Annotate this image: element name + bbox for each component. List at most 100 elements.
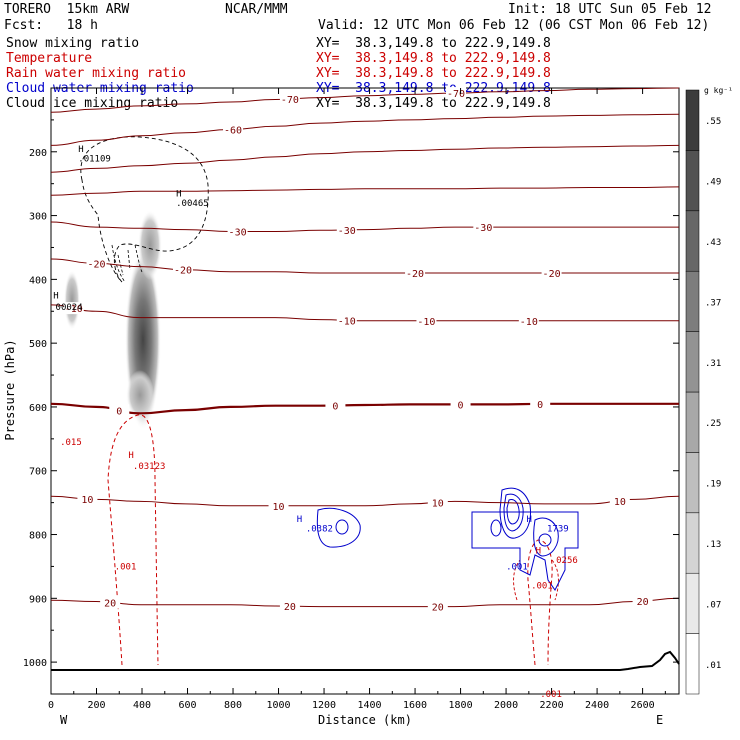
temperature-label-bg: [632, 594, 653, 607]
temperature-contour: [50, 144, 680, 173]
snow-column-left: [64, 270, 80, 330]
temperature-label: -20: [87, 259, 105, 270]
temperature-contour: [50, 597, 680, 608]
colorbar-swatch: [685, 633, 700, 695]
x-tick-label: 2400: [585, 700, 609, 711]
x-tick-label: 600: [178, 700, 196, 711]
max-label: H: [128, 451, 133, 461]
temperature-label-bg: [77, 492, 98, 505]
max-label: H: [527, 515, 532, 525]
max-label: H: [297, 515, 302, 525]
colorbar-label: .07: [705, 600, 721, 610]
temperature-label: -10: [338, 316, 356, 327]
west-label: W: [60, 713, 68, 727]
temperature-contours: [50, 87, 680, 608]
x-tick-label: 1400: [358, 700, 382, 711]
temperature-contour: [50, 304, 679, 322]
temperature-label: -70: [447, 89, 465, 100]
colorbar-swatch: [685, 512, 700, 574]
y-tick-label: 400: [29, 275, 47, 286]
valid-time: Valid: 12 UTC Mon 06 Feb 12 (06 CST Mon …: [318, 18, 710, 33]
temperature-label-bg: [336, 314, 357, 327]
colorbar: .01 .07 .13 .19 .25 .31 .37 .43 .49 .55: [685, 89, 721, 695]
colorbar-label: .43: [705, 238, 721, 248]
cloud-water-east-4: [533, 517, 559, 557]
cloud-water-east-1: [499, 487, 531, 539]
x-tick-label: 800: [224, 700, 242, 711]
max-label: .001: [531, 582, 553, 592]
temperature-label-bg: [416, 314, 437, 327]
temperature-label: 20: [637, 597, 649, 608]
temperature-label-bg: [609, 494, 630, 507]
temperature-label: 20: [432, 603, 444, 614]
temperature-label-bg: [223, 123, 244, 136]
cloud-water-east-6: [538, 533, 552, 547]
cloud-ice-contour-small: [111, 244, 143, 283]
colorbar-label: .13: [705, 540, 721, 550]
max-label: .001: [540, 690, 562, 700]
temperature-label-bg: [427, 496, 448, 509]
colorbar-label: .49: [705, 178, 721, 188]
colorbar-swatch: [685, 89, 700, 151]
temperature-label: 10: [81, 495, 93, 506]
snow-column-lower: [126, 370, 154, 420]
x-tick-label: 2200: [540, 700, 564, 711]
x-tick-label: 1000: [266, 700, 290, 711]
temperature-label: -20: [174, 266, 192, 277]
snow-column-upper: [138, 210, 162, 280]
snow-shading: [64, 210, 162, 430]
y-axis-label: Pressure (hPa): [3, 339, 17, 440]
colorbar-label: .01: [705, 661, 721, 671]
max-label: 00024: [56, 303, 83, 313]
cloud-water-mid: [316, 507, 361, 548]
temperature-contour: [50, 113, 680, 146]
cloud-water-mid-inner: [335, 519, 349, 535]
max-label: .01109: [78, 154, 111, 164]
colorbar-unit: g kg⁻¹: [704, 86, 733, 95]
terrain-surface: [51, 650, 680, 671]
temperature-label: -20: [406, 269, 424, 280]
temperature-label: -10: [65, 304, 83, 315]
temperature-label: 20: [104, 599, 116, 610]
temperature-contour: [50, 402, 679, 415]
colorbar-swatch: [685, 391, 700, 453]
xy-cloud-ice: XY= 38.3,149.8 to 222.9,149.8: [316, 96, 551, 111]
max-label: H: [78, 145, 83, 155]
y-tick-label: 500: [29, 339, 47, 350]
temperature-label-bg: [405, 266, 426, 279]
colorbar-label: .55: [705, 117, 721, 127]
temperature-label-bg: [86, 257, 107, 270]
max-label: .015: [60, 438, 82, 448]
temperature-label-bg: [172, 263, 193, 276]
model-title: TORERO 15km ARW: [4, 2, 130, 17]
x-tick-label: 1600: [403, 700, 427, 711]
colorbar-swatch: [685, 452, 700, 514]
cloud-water-contours: [316, 487, 579, 591]
y-tick-label: 1000: [23, 658, 47, 669]
temperature-label: 0: [537, 400, 543, 411]
max-labels: H.01109H.00465H00024H.03123.015.001H.038…: [53, 145, 578, 700]
colorbar-swatch: [685, 150, 700, 212]
temperature-label-bg: [473, 221, 494, 234]
temperature-label: -70: [281, 95, 299, 106]
colorbar-swatch: [685, 210, 700, 272]
max-label: .00465: [176, 199, 209, 209]
temperature-label: 20: [284, 602, 296, 613]
x-tick-label: 1200: [312, 700, 336, 711]
temperature-contour: [50, 87, 680, 113]
temperature-contour: [50, 221, 679, 232]
temperature-contour: [50, 258, 679, 274]
temperature-label-bg: [325, 399, 346, 412]
max-label: H: [53, 292, 58, 302]
temperature-contour: [50, 495, 680, 507]
rain-contour-east: [527, 539, 553, 666]
init-time: Init: 18 UTC Sun 05 Feb 12: [508, 2, 712, 17]
x-tick-label: 200: [87, 700, 105, 711]
temperature-label-bg: [450, 398, 471, 411]
max-label: 0256: [556, 556, 578, 566]
x-tick-label: 1800: [449, 700, 473, 711]
temperature-label-bg: [336, 223, 357, 236]
temperature-label: 0: [332, 401, 338, 412]
max-label: 1739: [547, 524, 569, 534]
